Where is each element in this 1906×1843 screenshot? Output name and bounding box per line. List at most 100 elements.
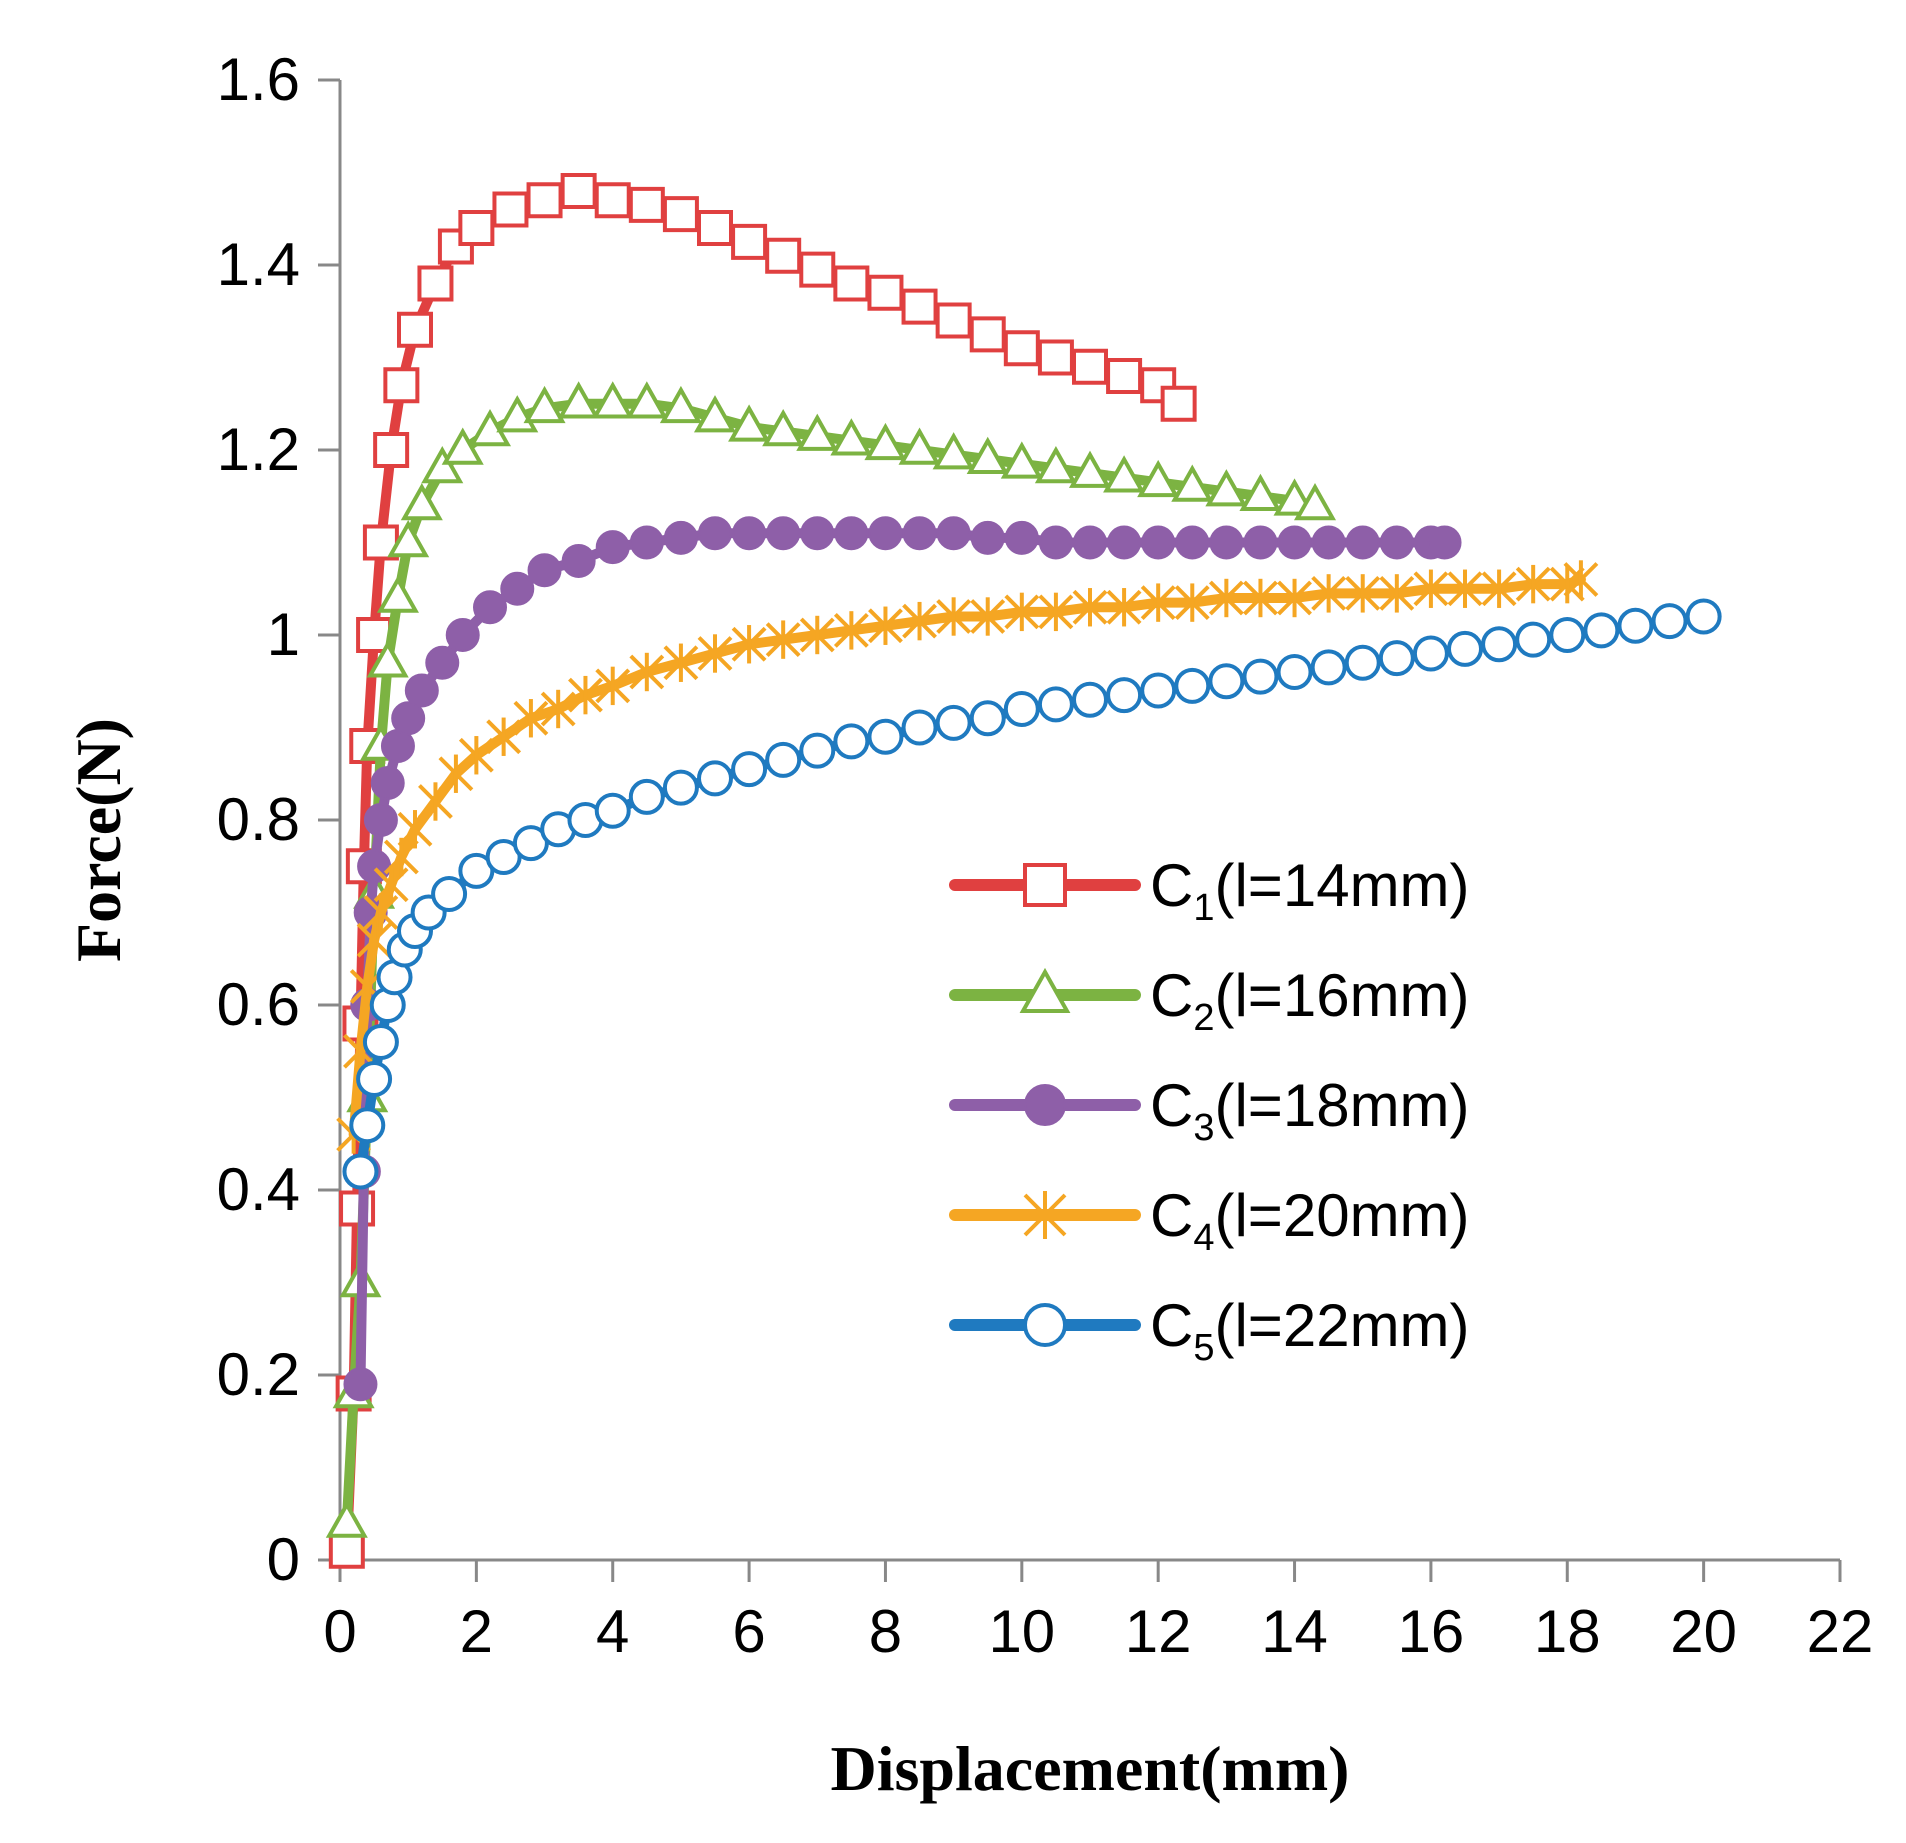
data-point [1004,520,1039,555]
data-point [1277,525,1312,560]
data-point [1003,691,1040,727]
data-point [397,810,433,849]
data-point [1481,569,1517,608]
data-point [560,173,597,209]
y-ticks: 0 0.2 0.4 0.6 0.8 1 1.2 1.4 1.6 [217,46,340,1593]
data-point [343,1367,378,1402]
series-4 [336,560,1599,1154]
data-point [867,274,904,311]
data-point [500,571,535,606]
data-point [458,210,495,246]
x-tick-label: 12 [1125,1598,1192,1665]
data-point [935,704,972,741]
data-point [765,237,802,274]
legend-label: C2(l=16mm) [1150,962,1470,1039]
data-point [1515,621,1552,658]
data-point [1345,525,1380,560]
data-point [540,689,576,729]
data-point [728,404,771,442]
legend-item: C2(l=16mm) [949,962,1470,1039]
data-point [1003,330,1040,367]
x-tick-label: 0 [323,1598,356,1665]
data-point [1447,630,1483,667]
x-tick-label: 6 [732,1598,765,1665]
data-point [1276,654,1313,690]
data-point [1140,672,1177,709]
data-point [1141,525,1176,560]
data-point [441,427,484,465]
data-point [1137,459,1180,498]
data-point [1447,569,1483,608]
data-point [800,516,835,551]
data-point [628,778,665,815]
legend-label: C3(l=18mm) [1150,1072,1470,1149]
data-point [629,525,664,560]
data-point [1427,525,1462,560]
data-point [328,1532,365,1569]
x-tick-label: 2 [460,1598,493,1665]
data-point [1103,455,1146,493]
data-point [425,645,460,680]
data-point [625,381,668,419]
data-point [663,643,699,682]
data-point [1038,592,1074,632]
y-tick-label: 1.2 [217,416,300,483]
x-tick-label: 22 [1807,1598,1874,1665]
series-3 [343,516,1462,1402]
data-point [458,736,494,775]
data-point [693,395,737,433]
legend-label: C1(l=14mm) [1150,852,1470,929]
data-point [1277,578,1312,618]
data-point [969,316,1006,353]
data-point [898,427,941,465]
data-point [662,196,699,233]
data-point [932,432,975,470]
data-point [731,625,767,664]
data-point [1160,385,1197,422]
data-point [376,575,419,613]
data-point [901,709,938,746]
data-point [356,1061,393,1097]
data-point [1345,574,1381,613]
data-point [391,701,426,736]
data-point [1004,592,1040,632]
data-point [1068,450,1112,488]
data-point [1208,663,1245,700]
data-point [1034,446,1077,484]
data-point [799,732,836,769]
data-point [1379,525,1414,560]
x-axis-title: Displacement(mm) [831,1733,1350,1804]
legend-item: C1(l=14mm) [949,852,1470,929]
y-tick-label: 0.8 [217,786,300,853]
series-5 [342,598,1722,1190]
data-point [1310,649,1347,686]
data-point [1072,588,1108,627]
data-point [400,483,443,521]
data-point [833,265,870,302]
data-point [595,530,630,565]
data-point [628,186,665,223]
data-point [1000,441,1043,479]
data-point [561,544,596,578]
y-tick-label: 0.2 [217,1341,300,1408]
data-point [762,409,805,447]
data-point [1209,525,1244,560]
data-point [383,367,420,404]
legend-label: C4(l=20mm) [1150,1182,1470,1259]
data-point [765,741,802,778]
x-tick-label: 10 [988,1598,1055,1665]
data-point [366,640,409,678]
data-point [1344,644,1381,681]
data-point [868,516,903,551]
data-point [342,1153,379,1190]
data-point [1583,612,1620,649]
legend-marker [1023,863,1067,907]
data-point [969,700,1006,737]
data-point [662,769,699,806]
data-point [732,516,767,551]
legend-item: C5(l=22mm) [949,1292,1470,1369]
data-point [373,432,410,468]
data-point [697,210,733,246]
data-point [1171,464,1214,502]
legend-item: C4(l=20mm) [949,1182,1470,1259]
